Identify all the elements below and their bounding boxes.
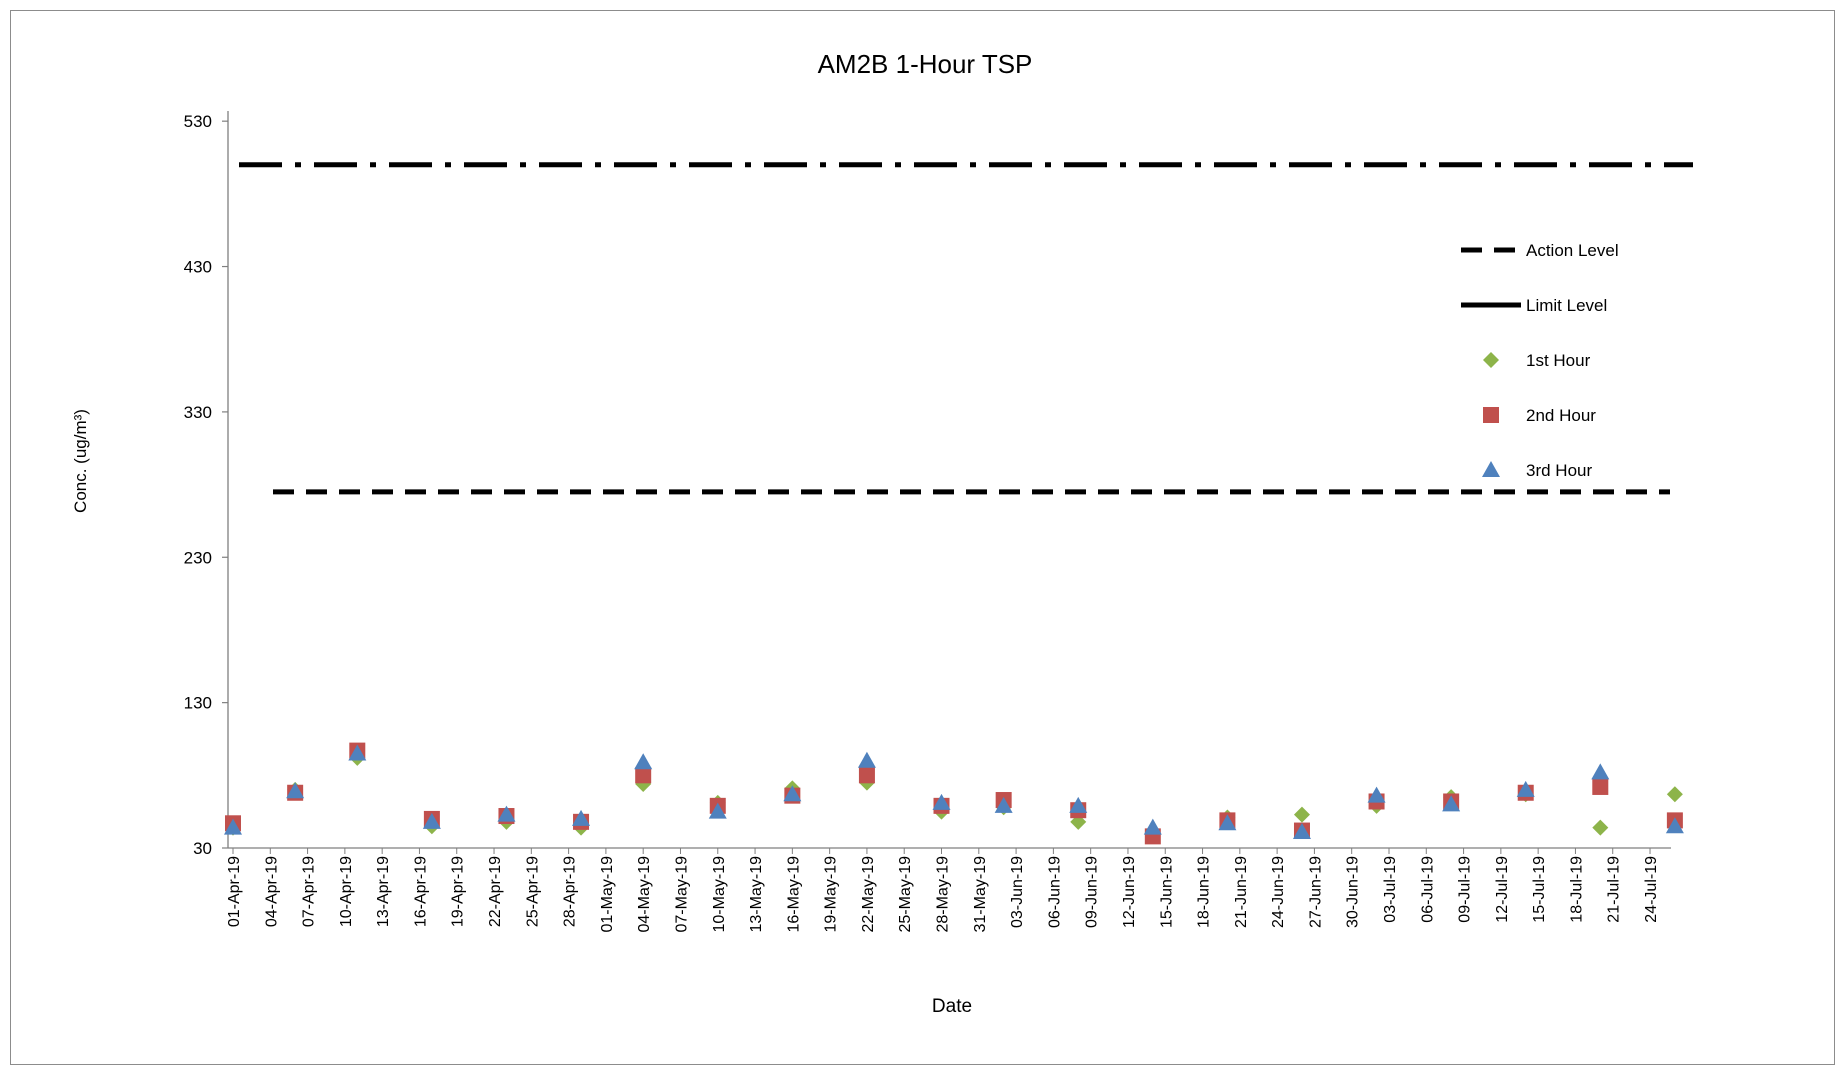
3rd-hour-point bbox=[1292, 823, 1311, 840]
x-tick-label: 01-May-19 bbox=[599, 856, 616, 933]
x-tick-label: 25-May-19 bbox=[897, 856, 914, 933]
x-axis-label: Date bbox=[932, 996, 972, 1017]
3rd-hour-point bbox=[1591, 763, 1610, 780]
3rd-hour-point bbox=[1069, 796, 1088, 813]
3rd-hour-point bbox=[224, 818, 242, 835]
x-tick-label: 12-Jun-19 bbox=[1121, 856, 1138, 928]
3rd-hour-point bbox=[708, 802, 727, 819]
data-points bbox=[224, 742, 1684, 845]
x-tick-label: 07-Apr-19 bbox=[301, 856, 318, 927]
x-tick-label: 04-May-19 bbox=[636, 856, 653, 933]
x-tick-label: 04-Apr-19 bbox=[263, 856, 280, 927]
x-tick-label: 06-Jul-19 bbox=[1419, 856, 1436, 923]
legend-label: 2nd Hour bbox=[1526, 406, 1596, 425]
x-tick-label: 16-May-19 bbox=[785, 856, 802, 933]
3rd-hour-point bbox=[497, 805, 516, 822]
3rd-hour-point bbox=[1665, 817, 1684, 834]
x-tick-label: 10-Apr-19 bbox=[338, 856, 355, 927]
x-tick-label: 16-Apr-19 bbox=[412, 856, 429, 927]
legend-swatch bbox=[1482, 461, 1500, 477]
3rd-hour-point bbox=[1143, 818, 1162, 835]
2nd-hour-point bbox=[1592, 778, 1609, 795]
legend-swatch bbox=[1483, 407, 1499, 423]
x-tick-label: 06-Jun-19 bbox=[1046, 856, 1063, 928]
x-tick-label: 25-Apr-19 bbox=[524, 856, 541, 927]
x-tick-label: 28-May-19 bbox=[935, 856, 952, 933]
legend: Action Level Limit Level 1st Hour 2nd Hour 3… bbox=[1461, 241, 1619, 480]
2nd-hour-point bbox=[635, 767, 652, 784]
x-tick-label: 10-May-19 bbox=[711, 856, 728, 933]
x-tick-label: 19-May-19 bbox=[823, 856, 840, 933]
3rd-hour-point bbox=[857, 751, 876, 768]
3rd-hour-point bbox=[994, 796, 1013, 813]
3rd-hour-point bbox=[1367, 786, 1386, 803]
x-tick-label: 12-Jul-19 bbox=[1494, 856, 1511, 923]
x-tick-label: 09-Jul-19 bbox=[1457, 856, 1474, 923]
x-tick-label: 31-May-19 bbox=[972, 856, 989, 933]
y-tick-label: 430 bbox=[184, 258, 212, 277]
x-tick-label: 15-Jun-19 bbox=[1158, 856, 1175, 928]
2nd-hour-point bbox=[858, 767, 875, 784]
3rd-hour-point bbox=[286, 782, 305, 799]
3rd-hour-point bbox=[422, 812, 441, 829]
x-tick-label: 13-May-19 bbox=[748, 856, 765, 933]
legend-label: Action Level bbox=[1526, 241, 1619, 260]
x-tick-label: 13-Apr-19 bbox=[375, 856, 392, 927]
axes: 530 430 330 230 130 30 01-Apr-19 04-Apr-19 07-Ap… bbox=[184, 111, 1671, 932]
3rd-hour-point bbox=[572, 809, 591, 826]
3rd-hour-point bbox=[1442, 795, 1461, 812]
3rd-hour-point bbox=[932, 793, 951, 810]
legend-swatch bbox=[1483, 352, 1499, 368]
scatter-chart: AM2B 1-Hour TSP Conc. (ug/m³) Date 530 43… bbox=[71, 49, 1693, 1017]
x-tick-label: 24-Jul-19 bbox=[1643, 856, 1660, 923]
x-tick-label: 21-Jun-19 bbox=[1233, 856, 1250, 928]
y-tick-label: 530 bbox=[184, 112, 212, 131]
y-tick-label: 330 bbox=[184, 403, 212, 422]
y-tick-label: 30 bbox=[193, 839, 212, 858]
legend-label: 3rd Hour bbox=[1526, 461, 1592, 480]
x-tick-label: 18-Jul-19 bbox=[1568, 856, 1585, 923]
x-tick-label: 22-Apr-19 bbox=[487, 856, 504, 927]
1st-hour-point bbox=[1666, 786, 1683, 803]
x-tick-label: 03-Jul-19 bbox=[1382, 856, 1399, 923]
x-tick-label: 03-Jun-19 bbox=[1009, 856, 1026, 928]
chart-title: AM2B 1-Hour TSP bbox=[818, 49, 1033, 79]
chart-area: AM2B 1-Hour TSP Conc. (ug/m³) Date 530 43… bbox=[10, 10, 1835, 1065]
3rd-hour-point bbox=[634, 753, 653, 770]
x-tick-label: 07-May-19 bbox=[673, 856, 690, 933]
x-tick-label: 18-Jun-19 bbox=[1196, 856, 1213, 928]
x-tick-label: 28-Apr-19 bbox=[562, 856, 579, 927]
x-tick-label: 19-Apr-19 bbox=[450, 856, 467, 927]
1st-hour-point bbox=[1592, 819, 1609, 836]
y-axis-label: Conc. (ug/m³) bbox=[71, 409, 90, 513]
x-tick-label: 09-Jun-19 bbox=[1084, 856, 1101, 928]
3rd-hour-point bbox=[783, 785, 802, 802]
3rd-hour-point bbox=[1516, 780, 1535, 797]
legend-label: Limit Level bbox=[1526, 296, 1607, 315]
reference-lines bbox=[239, 162, 1693, 495]
y-tick-label: 230 bbox=[184, 548, 212, 567]
x-tick-label: 01-Apr-19 bbox=[226, 856, 243, 927]
x-tick-label: 27-Jun-19 bbox=[1307, 856, 1324, 928]
x-tick-label: 21-Jul-19 bbox=[1606, 856, 1623, 923]
x-tick-label: 24-Jun-19 bbox=[1270, 856, 1287, 928]
1st-hour-point bbox=[1293, 806, 1310, 823]
x-tick-label: 30-Jun-19 bbox=[1345, 856, 1362, 928]
legend-label: 1st Hour bbox=[1526, 351, 1591, 370]
x-tick-label: 22-May-19 bbox=[860, 856, 877, 933]
y-tick-label: 130 bbox=[184, 694, 212, 713]
3rd-hour-point bbox=[348, 744, 367, 761]
3rd-hour-point bbox=[1218, 814, 1237, 831]
x-tick-label: 15-Jul-19 bbox=[1531, 856, 1548, 923]
